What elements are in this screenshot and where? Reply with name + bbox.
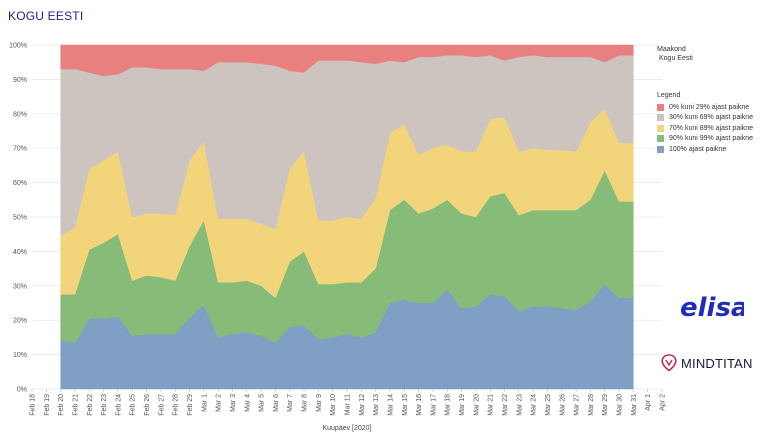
y-tick-label: 50% <box>13 215 27 222</box>
x-tick-label: Feb 28 <box>173 394 180 416</box>
legend-label: 90% kuni 99% ajast paikne <box>669 135 754 143</box>
legend-item[interactable]: 90% kuni 99% ajast paikne <box>657 134 753 145</box>
x-tick-label: Feb 29 <box>187 394 194 416</box>
legend-item[interactable]: 100% ajast paikne <box>657 144 753 155</box>
x-tick-label: Mar 11 <box>345 394 352 415</box>
x-tick-label: Feb 27 <box>158 394 165 416</box>
mindtitan-mark-icon <box>661 354 677 372</box>
x-tick-label: Mar 15 <box>402 394 409 416</box>
x-tick-label: Mar 22 <box>502 394 509 416</box>
x-tick-label: Mar 8 <box>302 394 309 412</box>
filter-panel: Maakond Kogu Eesti <box>657 45 693 63</box>
y-tick-label: 60% <box>13 180 27 187</box>
x-tick-label: Mar 5 <box>259 394 266 412</box>
x-tick-label: Mar 19 <box>459 394 466 416</box>
legend-label: 30% kuni 69% ajast paikne <box>669 114 754 122</box>
x-tick-label: Mar 27 <box>574 394 581 416</box>
legend-swatch <box>657 103 664 111</box>
x-tick-label: Mar 16 <box>416 394 423 416</box>
x-axis-ticks: Feb 18 Feb 19 Feb 20 Feb 21 Feb 22 Feb 23 Feb … <box>30 389 667 416</box>
x-tick-label: Mar 21 <box>488 394 495 416</box>
x-tick-label: Mar 7 <box>287 394 294 412</box>
x-tick-label: Mar 12 <box>359 394 366 416</box>
elisa-logo-text: elisa <box>680 293 744 323</box>
legend-swatch <box>657 114 664 122</box>
y-tick-label: 40% <box>13 249 27 256</box>
legend-swatch <box>657 135 664 143</box>
x-tick-label: Feb 18 <box>30 394 37 416</box>
x-tick-label: Feb 21 <box>72 394 79 416</box>
x-tick-label: Mar 3 <box>230 394 237 412</box>
legend-label: 70% kuni 89% ajast paikne <box>669 124 754 132</box>
legend-item[interactable]: 30% kuni 69% ajast paikne <box>657 113 753 124</box>
y-tick-label: 70% <box>13 146 27 153</box>
y-tick-label: 10% <box>13 352 27 359</box>
x-tick-label: Mar 20 <box>473 394 480 416</box>
area-series-group <box>60 44 634 390</box>
x-tick-label: Mar 14 <box>387 394 394 416</box>
x-tick-label: Feb 24 <box>115 394 122 416</box>
x-tick-label: Mar 31 <box>631 394 638 416</box>
filter-value[interactable]: Kogu Eesti <box>659 55 693 62</box>
x-tick-label: Mar 4 <box>244 394 251 412</box>
x-tick-label: Mar 24 <box>531 394 538 416</box>
x-tick-label: Mar 30 <box>617 394 624 416</box>
mindtitan-logo: MINDTITAN <box>660 353 753 373</box>
y-tick-label: 30% <box>13 283 27 290</box>
y-tick-label: 20% <box>13 318 27 325</box>
x-tick-label: Feb 26 <box>144 394 151 416</box>
legend: Legend 0% kuni 29% ajast paikne 30% kuni … <box>657 92 753 155</box>
legend-swatch <box>657 145 664 153</box>
x-axis-label: Kuupäev [2020] <box>322 425 371 432</box>
x-tick-label: Mar 6 <box>273 394 280 412</box>
y-tick-label: 90% <box>13 77 27 84</box>
y-axis-ticks: 0% 10% 20% 30% 40% 50% 60% 70% 80% 90% 100% <box>9 43 27 394</box>
legend-label: 100% ajast paikne <box>669 145 727 153</box>
y-tick-label: 0% <box>17 387 27 394</box>
x-tick-label: Feb 25 <box>130 394 137 416</box>
legend-label: 0% kuni 29% ajast paikne <box>669 103 750 111</box>
x-tick-label: Mar 1 <box>201 394 208 412</box>
x-tick-label: Mar 25 <box>545 394 552 416</box>
x-tick-label: Mar 29 <box>602 394 609 416</box>
x-tick-label: Feb 22 <box>87 394 94 416</box>
x-tick-label: Feb 20 <box>58 394 65 416</box>
legend-item[interactable]: 0% kuni 29% ajast paikne <box>657 102 753 113</box>
legend-title: Legend <box>657 92 681 99</box>
x-tick-label: Mar 9 <box>316 394 323 412</box>
mindtitan-logo-text: MINDTITAN <box>681 355 753 371</box>
y-tick-label: 100% <box>9 43 27 50</box>
legend-item[interactable]: 70% kuni 89% ajast paikne <box>657 123 753 134</box>
filter-heading: Maakond <box>657 46 686 53</box>
page-title: KOGU EESTI <box>8 9 84 23</box>
legend-swatch <box>657 124 664 132</box>
x-tick-label: Mar 26 <box>559 394 566 416</box>
x-tick-label: Mar 28 <box>588 394 595 416</box>
x-tick-label: Apr 2 <box>660 394 667 411</box>
x-tick-label: Feb 19 <box>44 394 51 416</box>
x-tick-label: Apr 1 <box>645 394 652 411</box>
y-tick-label: 80% <box>13 111 27 118</box>
x-tick-label: Mar 18 <box>445 394 452 416</box>
x-tick-label: Mar 10 <box>330 394 337 416</box>
x-tick-label: Feb 23 <box>101 394 108 416</box>
x-tick-label: Mar 17 <box>430 394 437 416</box>
x-tick-label: Mar 2 <box>216 394 223 412</box>
x-tick-label: Mar 23 <box>516 394 523 416</box>
elisa-logo: elisa <box>680 290 748 329</box>
area-series-5[interactable] <box>60 44 634 77</box>
x-tick-label: Mar 13 <box>373 394 380 416</box>
